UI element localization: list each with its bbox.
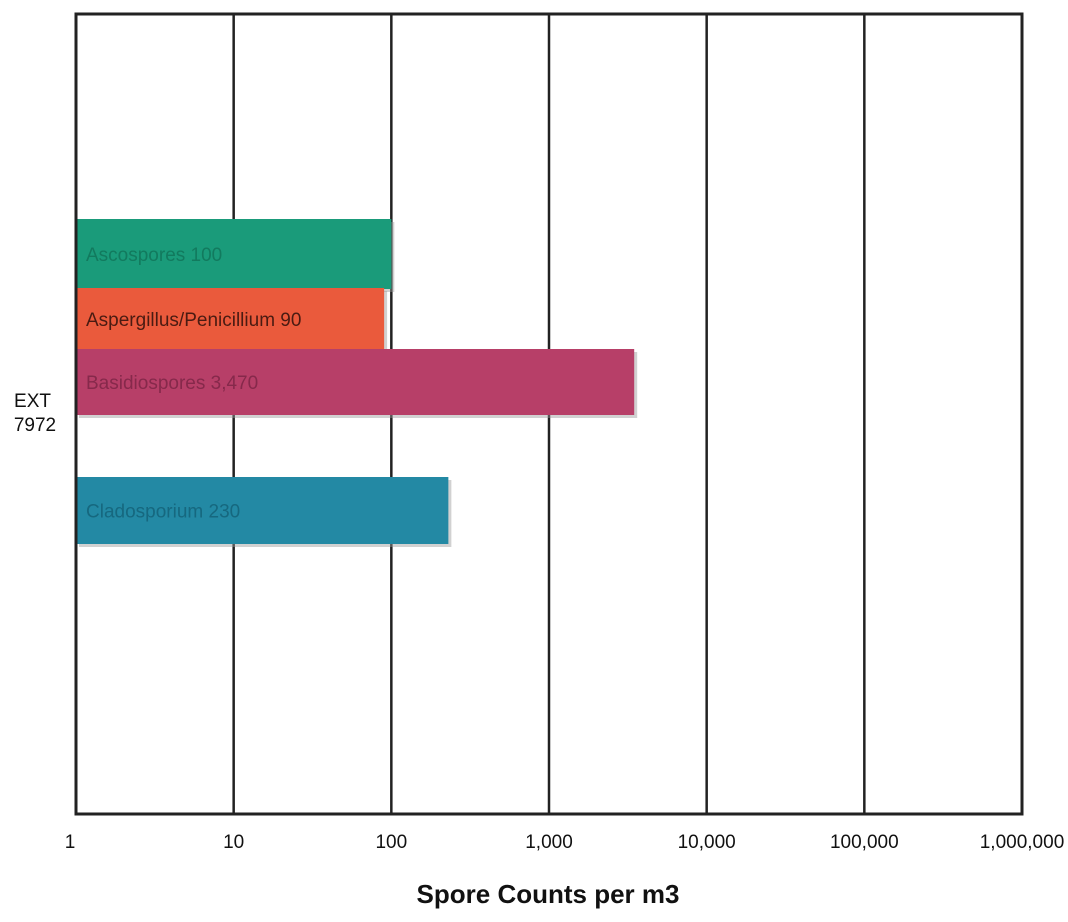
plot-frame [74,12,1024,816]
x-tick-label: 100 [375,832,407,853]
x-axis-title: Spore Counts per m3 [417,879,680,909]
bar-data-label: Basidiospores 3,470 [86,373,258,394]
bar [76,477,449,544]
x-tick-label: 1,000 [525,832,573,853]
category-label: EXT 7972 [14,391,56,436]
category-label-line-2: 7972 [14,415,56,436]
bar [76,288,385,350]
x-tick-label: 10,000 [678,832,736,853]
x-tick-label: 1,000,000 [980,832,1065,853]
bar-data-label: Aspergillus/Penicillium 90 [86,310,301,331]
bar [76,349,635,415]
bar-data-label: Ascospores 100 [86,245,222,266]
x-tick-label: 100,000 [830,832,899,853]
category-label-line-1: EXT [14,391,51,412]
bar-data-label: Cladosporium 230 [86,502,240,523]
bar [76,219,392,289]
x-tick-label: 10 [223,832,244,853]
x-tick-labels: 1 10 100 1,000 10,000 100,000 1,000,000 [65,832,1065,853]
bars: Ascospores 100 Aspergillus/Penicillium 90… [76,219,638,547]
x-tick-label: 1 [65,832,76,853]
